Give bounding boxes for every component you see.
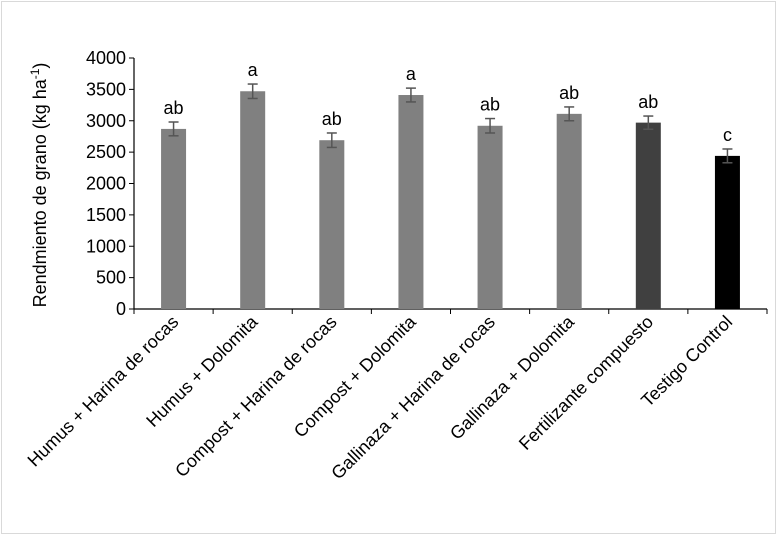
bar xyxy=(635,122,661,309)
y-tick-label: 0 xyxy=(116,299,126,319)
significance-label: a xyxy=(248,60,259,80)
bar xyxy=(319,140,345,309)
y-axis-label-close: ) xyxy=(30,63,50,69)
significance-label: c xyxy=(723,125,732,145)
y-tick-label: 500 xyxy=(96,268,126,288)
significance-label: ab xyxy=(322,109,342,129)
bar xyxy=(161,128,187,309)
significance-label: ab xyxy=(164,98,184,118)
significance-label: ab xyxy=(638,92,658,112)
y-tick-label: 1500 xyxy=(86,205,126,225)
y-ticks: 0 500 1000 1500 2000 2500 3000 3500 4000 xyxy=(86,48,134,319)
y-tick-label: 1000 xyxy=(86,236,126,256)
bar xyxy=(477,125,503,310)
x-category-label: Compost + Harina de rocas xyxy=(171,312,340,481)
y-axis-label: Rendmiento de grano (kg ha-1) xyxy=(28,63,50,308)
bars: ab a ab a ab ab ab c xyxy=(161,60,740,310)
y-tick-label: 3500 xyxy=(86,79,126,99)
y-tick-label: 2500 xyxy=(86,142,126,162)
axes xyxy=(133,58,768,314)
y-axis-label-main: Rendmiento de grano (kg ha xyxy=(30,78,50,307)
bar xyxy=(398,95,424,310)
bar xyxy=(556,113,582,309)
significance-label: ab xyxy=(559,83,579,103)
y-axis-label-superscript: -1 xyxy=(28,68,42,79)
significance-label: a xyxy=(406,64,417,84)
bar xyxy=(714,155,740,309)
x-category-label: Humus + Harina de rocas xyxy=(24,312,183,471)
x-category-label: Fertilizante compuesto xyxy=(515,312,657,454)
y-tick-label: 3000 xyxy=(86,111,126,131)
x-category-label: Gallinaza + Harina de rocas xyxy=(327,312,499,484)
y-tick-label: 2000 xyxy=(86,174,126,194)
y-tick-label: 4000 xyxy=(86,48,126,68)
bar xyxy=(240,91,266,309)
significance-label: ab xyxy=(480,95,500,115)
